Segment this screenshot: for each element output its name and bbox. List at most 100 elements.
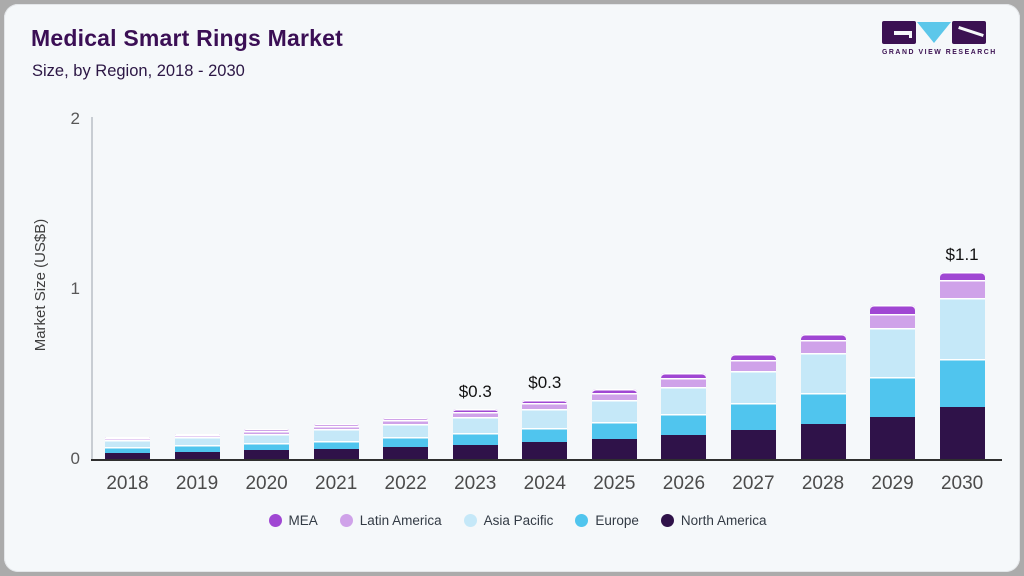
segment-asia-pacific-2024 (522, 408, 568, 428)
y-axis-line (91, 117, 93, 460)
segment-asia-pacific-2028 (800, 352, 846, 393)
segment-latin-america-2021 (313, 426, 359, 430)
x-tick-2023: 2023 (454, 473, 497, 494)
bar-2025 (591, 388, 637, 459)
bar-2024 (522, 399, 568, 459)
legend-dot-icon (268, 514, 282, 527)
segment-asia-pacific-2029 (870, 328, 916, 378)
segment-europe-2024 (522, 427, 568, 442)
chart-legend: MEA Latin America Asia Pacific Europe North … (62, 513, 973, 528)
x-tick-2020: 2020 (245, 473, 288, 494)
segment-mea-2022 (383, 417, 429, 420)
value-label-2023: $0.3 (458, 382, 492, 402)
segment-mea-2023 (452, 409, 498, 413)
y-tick-1: 1 (70, 279, 80, 298)
legend-item-asia-pacific: Asia Pacific (463, 513, 554, 528)
gvr-logo-text: GRAND VIEW RESEARCH (882, 49, 997, 56)
gvr-logo-v-icon (917, 22, 951, 43)
segment-mea-2020 (244, 429, 290, 431)
segment-europe-2027 (730, 403, 776, 431)
segment-europe-2026 (661, 413, 707, 435)
segment-north-america-2023 (452, 444, 498, 459)
bar-2026 (661, 373, 707, 459)
segment-europe-2018 (105, 447, 150, 453)
x-tick-2027: 2027 (732, 473, 775, 494)
legend-item-latin-america: Latin America (339, 513, 442, 528)
legend-dot-icon (660, 514, 674, 527)
segment-latin-america-2025 (591, 392, 637, 400)
segment-latin-america-2022 (383, 419, 429, 424)
bar-2029 (870, 305, 916, 459)
segment-europe-2022 (383, 437, 429, 447)
segment-europe-2030 (939, 358, 985, 408)
bar-2020 (244, 429, 290, 459)
segment-mea-2027 (730, 354, 776, 361)
bar-2028 (800, 333, 846, 459)
segment-latin-america-2020 (244, 430, 290, 434)
segment-latin-america-2027 (730, 360, 776, 371)
chart-card (4, 4, 1020, 572)
bar-2018 (105, 436, 150, 459)
page-subtitle: Size, by Region, 2018 - 2030 (32, 62, 245, 80)
segment-europe-2021 (313, 440, 359, 449)
segment-north-america-2018 (105, 452, 150, 459)
value-label-2030: $1.1 (945, 245, 979, 264)
segment-asia-pacific-2027 (730, 370, 776, 404)
segment-latin-america-2024 (522, 403, 568, 409)
segment-north-america-2028 (800, 424, 846, 459)
segment-north-america-2021 (313, 448, 359, 459)
segment-europe-2029 (870, 377, 916, 417)
x-tick-2019: 2019 (175, 473, 219, 494)
segment-asia-pacific-2018 (105, 439, 150, 448)
x-tick-2024: 2024 (523, 473, 566, 494)
x-tick-2018: 2018 (106, 473, 149, 494)
segment-mea-2018 (105, 436, 150, 438)
segment-north-america-2020 (244, 450, 290, 459)
segment-mea-2030 (939, 272, 985, 281)
legend-label: North America (680, 513, 767, 528)
segment-north-america-2029 (870, 416, 916, 459)
segment-asia-pacific-2023 (452, 416, 498, 433)
segment-europe-2028 (800, 392, 846, 425)
legend-label: MEA (288, 513, 318, 528)
segment-latin-america-2028 (800, 340, 846, 353)
x-tick-2028: 2028 (801, 473, 845, 494)
x-tick-2030: 2030 (940, 473, 984, 494)
legend-dot-icon (339, 514, 353, 527)
legend-label: Asia Pacific (483, 513, 554, 528)
segment-latin-america-2018 (105, 437, 150, 440)
legend-dot-icon (463, 514, 477, 527)
segment-mea-2024 (522, 399, 568, 404)
x-tick-2029: 2029 (871, 473, 914, 494)
segment-asia-pacific-2022 (383, 423, 429, 438)
segment-asia-pacific-2026 (661, 386, 707, 414)
segment-north-america-2022 (383, 446, 429, 459)
bar-2023 (452, 409, 498, 459)
legend-item-europe: Europe (575, 513, 639, 528)
value-label-2024: $0.3 (528, 372, 562, 392)
segment-latin-america-2029 (870, 313, 916, 329)
grand-view-research-logo: GRAND VIEW RESEARCH (882, 21, 997, 56)
x-tick-2025: 2025 (593, 473, 636, 494)
y-tick-0: 0 (70, 449, 80, 468)
bar-2027 (730, 354, 776, 459)
segment-north-america-2026 (661, 434, 707, 459)
segment-north-america-2019 (174, 451, 220, 459)
gvr-logo-g-icon (882, 21, 916, 44)
segment-asia-pacific-2019 (174, 437, 220, 446)
bar-2030 (939, 272, 985, 459)
segment-mea-2021 (313, 424, 359, 427)
segment-europe-2025 (591, 421, 637, 439)
x-tick-2026: 2026 (662, 473, 706, 494)
x-tick-2021: 2021 (315, 473, 358, 494)
legend-item-north-america: North America (660, 513, 767, 528)
legend-label: Latin America (359, 513, 442, 528)
bar-2022 (383, 417, 429, 459)
bar-2021 (313, 424, 359, 459)
x-axis-line (91, 459, 1002, 461)
segment-europe-2020 (244, 443, 290, 451)
segment-latin-america-2030 (939, 280, 985, 299)
segment-latin-america-2019 (174, 434, 220, 438)
legend-item-mea: MEA (268, 513, 318, 528)
